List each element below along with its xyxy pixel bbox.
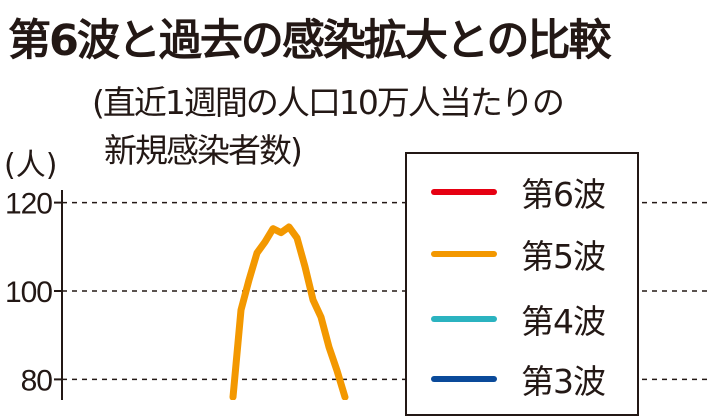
legend: 第6波 第5波 第4波 第3波	[405, 152, 639, 416]
y-tick-label: 100	[5, 276, 52, 309]
legend-item-wave5: 第5波	[407, 234, 605, 274]
y-tick-label: 80	[21, 364, 53, 397]
series-line-wave5	[233, 227, 345, 397]
legend-label: 第6波	[521, 168, 605, 216]
legend-label: 第4波	[521, 295, 605, 343]
legend-item-wave4: 第4波	[407, 299, 605, 339]
legend-item-wave6: 第6波	[407, 172, 605, 212]
legend-label: 第5波	[521, 230, 605, 278]
legend-swatch	[431, 316, 497, 322]
legend-swatch	[431, 189, 497, 195]
legend-label: 第3波	[521, 355, 605, 403]
legend-swatch	[431, 251, 497, 257]
legend-swatch	[431, 376, 497, 382]
legend-item-wave3: 第3波	[407, 359, 605, 399]
y-tick-label: 120	[5, 188, 52, 221]
